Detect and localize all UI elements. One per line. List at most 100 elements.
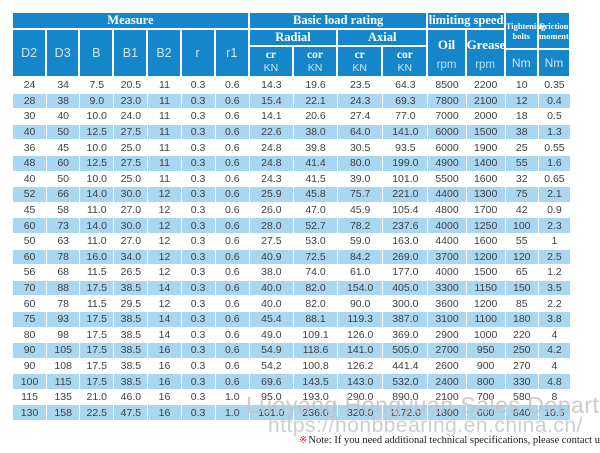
cell: 21.0: [80, 389, 115, 406]
cell: 2400: [428, 374, 467, 390]
cell: 1.0: [215, 405, 250, 422]
cell: 143.0: [338, 374, 384, 390]
cell: 38.5: [114, 311, 149, 328]
cell: 387.0: [383, 311, 429, 328]
cell: 0.3: [181, 93, 216, 110]
cell: 73: [47, 218, 81, 234]
cell: 12: [148, 296, 182, 312]
cell: 24: [13, 78, 48, 94]
cell: 236.0: [293, 405, 339, 422]
cell: 0.3: [181, 218, 216, 234]
cell: 369.0: [383, 327, 429, 344]
friction-moment-line1: Friction: [539, 21, 569, 31]
cell: 26.0: [249, 202, 294, 219]
cell: 24.8: [249, 140, 294, 156]
cell: 64.0: [338, 124, 384, 141]
cell: 115: [13, 389, 48, 406]
cell: 64.3: [383, 78, 429, 94]
cell: 3300: [428, 280, 467, 297]
cell: 154.0: [338, 280, 384, 297]
cell: 54.2: [249, 358, 294, 375]
cell: 4.8: [538, 374, 571, 390]
cell: 78: [47, 296, 81, 312]
cell: 2100: [428, 389, 467, 406]
cell: 4400: [428, 187, 467, 203]
cell: 29.5: [114, 296, 149, 312]
cell: 950: [466, 343, 506, 359]
cell: 405.0: [383, 280, 429, 297]
cell: 1172.0: [383, 405, 429, 422]
cell: 93.5: [383, 140, 429, 156]
cell: 60: [13, 218, 48, 234]
header-col-d3: D3: [47, 30, 81, 78]
cell: 126.2: [338, 358, 384, 375]
cell: 50: [47, 124, 81, 141]
cell: 12: [148, 187, 182, 203]
cell: 27.5: [249, 233, 294, 250]
cell: 61.0: [338, 265, 384, 281]
cell: 14: [148, 327, 182, 344]
header-basic-load-rating: Basic load rating: [249, 13, 429, 30]
cell: 14: [148, 280, 182, 297]
cell: 90: [13, 343, 48, 359]
cell: 55: [505, 155, 539, 172]
header-radial: Radial: [249, 30, 339, 47]
cell: 7800: [428, 93, 467, 110]
cell: 2100: [466, 93, 506, 110]
cell: 28.0: [249, 218, 294, 234]
cell: 441.4: [383, 358, 429, 375]
header-col-b2: B2: [148, 30, 182, 78]
cell: 40.9: [249, 249, 294, 266]
cell: 220: [505, 327, 539, 344]
cell: 0.6: [215, 218, 250, 234]
cell: 24.8: [249, 155, 294, 172]
cell: 60: [13, 249, 48, 266]
cell: 12: [148, 265, 182, 281]
cell: 25.9: [249, 187, 294, 203]
cell: 17.5: [80, 343, 115, 359]
cell: 27.5: [114, 124, 149, 141]
cell: 4000: [428, 218, 467, 234]
cell: 30.0: [114, 218, 149, 234]
radial-cor-label: cor: [307, 49, 324, 61]
table-row: 90 105 17.5 38.5 16 0.3 0.6 54.9 118.6 141.0 505.0…: [13, 343, 571, 359]
cell: 39.8: [293, 140, 339, 156]
cell: 0.3: [181, 155, 216, 172]
cell: 4000: [428, 265, 467, 281]
cell: 2600: [428, 358, 467, 375]
header-col-b1: B1: [114, 30, 149, 78]
radial-cor-unit: KN: [307, 62, 323, 74]
cell: 14.0: [80, 187, 115, 203]
cell: 4: [538, 358, 571, 375]
cell: 10.5: [538, 405, 571, 422]
radial-cr-label: cr: [265, 49, 276, 61]
cell: 38: [505, 124, 539, 141]
table-row: 48 60 12.5 27.5 11 0.3 0.6 24.8 41.4 80.0 199.0 490…: [13, 155, 571, 172]
cell: 12: [148, 249, 182, 266]
cell: 1300: [466, 187, 506, 203]
cell: 1700: [466, 202, 506, 219]
header-col-b: B: [80, 30, 115, 78]
cell: 141.0: [383, 124, 429, 141]
cell: 90: [13, 358, 48, 375]
cell: 7.5: [80, 78, 115, 94]
cell: 27.0: [114, 202, 149, 219]
cell: 50: [47, 171, 81, 188]
cell: 180: [505, 311, 539, 328]
cell: 85: [505, 296, 539, 312]
cell: 0.3: [181, 233, 216, 250]
cell: 1100: [466, 311, 506, 328]
cell: 1150: [466, 280, 506, 297]
cell: 47.5: [114, 405, 149, 422]
cell: 60: [47, 155, 81, 172]
cell: 45.9: [338, 202, 384, 219]
cell: 120: [505, 249, 539, 266]
cell: 40: [47, 109, 81, 125]
cell: 16.0: [80, 249, 115, 266]
note-text: Note: If you need additional technical s…: [308, 435, 600, 446]
cell: 82.0: [293, 296, 339, 312]
cell: 14.0: [80, 218, 115, 234]
cell: 14: [148, 311, 182, 328]
cell: 26.5: [114, 265, 149, 281]
cell: 75.7: [338, 187, 384, 203]
